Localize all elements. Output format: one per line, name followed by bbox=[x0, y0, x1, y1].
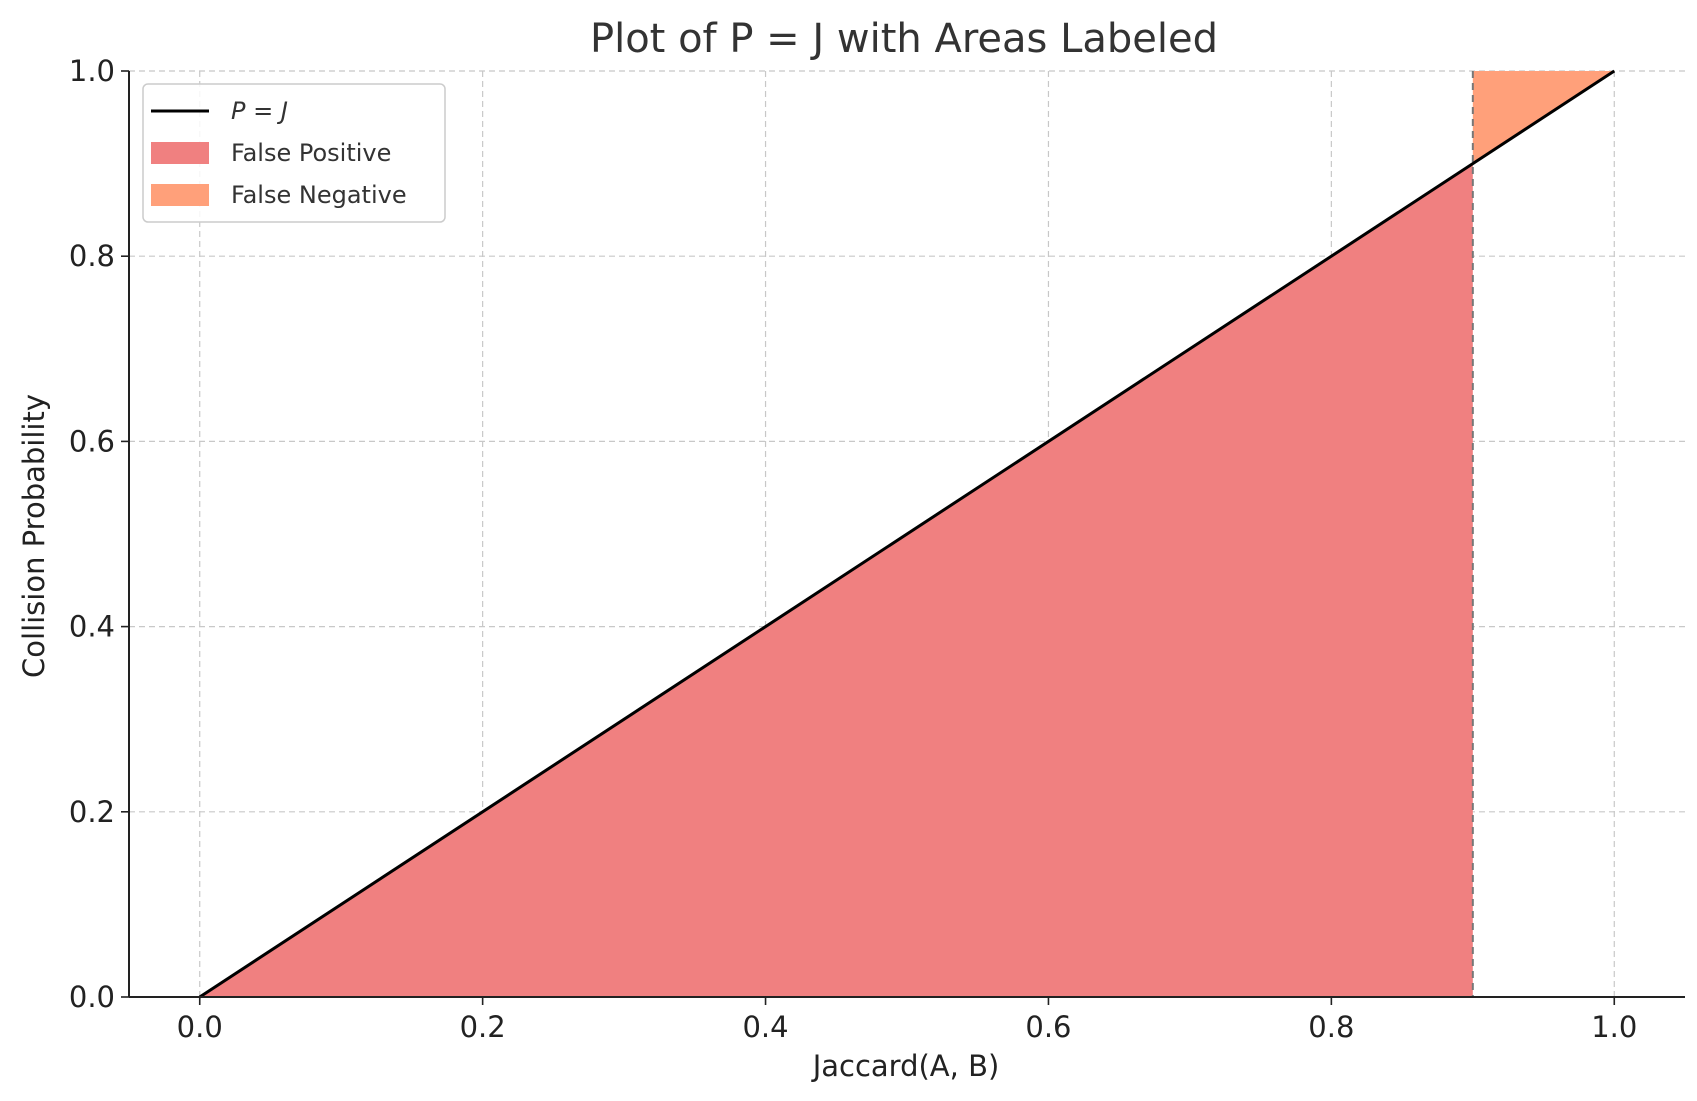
legend: P = J False Positive False Negative bbox=[142, 83, 446, 223]
legend-swatch-false-positive bbox=[151, 142, 209, 164]
y-axis-label: Collision Probability bbox=[17, 394, 51, 678]
x-tick-label: 0.2 bbox=[460, 1010, 506, 1044]
x-axis-ticks: 0.0 0.2 0.4 0.6 0.8 1.0 bbox=[177, 997, 1637, 1044]
chart-title: Plot of P = J with Areas Labeled bbox=[590, 16, 1218, 62]
legend-swatch-false-negative bbox=[151, 184, 209, 206]
y-tick-label: 0.8 bbox=[69, 239, 115, 273]
axes-spines bbox=[128, 71, 1685, 998]
y-axis-ticks: 0.0 0.2 0.4 0.6 0.8 1.0 bbox=[69, 54, 129, 1014]
x-axis-label: Jaccard(A, B) bbox=[811, 1049, 1000, 1083]
y-tick-label: 0.6 bbox=[69, 424, 115, 458]
x-tick-label: 1.0 bbox=[1591, 1010, 1637, 1044]
legend-label-false-positive: False Positive bbox=[231, 139, 391, 167]
y-tick-label: 0.4 bbox=[69, 610, 115, 644]
x-tick-label: 0.6 bbox=[1025, 1010, 1071, 1044]
x-tick-label: 0.0 bbox=[177, 1010, 223, 1044]
x-tick-label: 0.4 bbox=[742, 1010, 788, 1044]
x-tick-label: 0.8 bbox=[1308, 1010, 1354, 1044]
y-tick-label: 0.0 bbox=[69, 980, 115, 1014]
legend-label-false-negative: False Negative bbox=[231, 181, 407, 209]
legend-label-p-equals-j: P = J bbox=[231, 97, 288, 125]
series-line-p-equals-j bbox=[198, 69, 1616, 999]
legend-box bbox=[142, 83, 446, 223]
y-tick-label: 1.0 bbox=[69, 54, 115, 88]
data-lines bbox=[198, 69, 1616, 999]
y-tick-label: 0.2 bbox=[69, 795, 115, 829]
